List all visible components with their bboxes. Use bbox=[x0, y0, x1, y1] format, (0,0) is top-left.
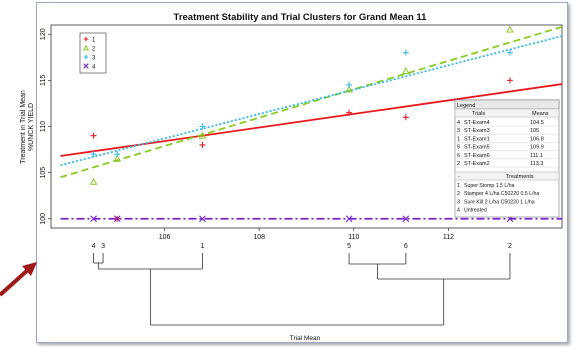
y-tick-label: 115 bbox=[40, 75, 47, 86]
trial-row-num: 4 bbox=[457, 120, 460, 126]
legend-label-4: 4 bbox=[92, 65, 96, 71]
trial-row-num: 5 bbox=[457, 145, 460, 151]
point-series-1 bbox=[402, 114, 409, 121]
trial-row-mean: 109.9 bbox=[530, 145, 544, 151]
legend-label-3: 3 bbox=[92, 56, 96, 62]
dendrogram-leaf-label: 6 bbox=[404, 243, 408, 250]
legend-table-title: Legend bbox=[457, 103, 475, 109]
x-tick-label: 108 bbox=[253, 234, 265, 241]
legend-label-2: 2 bbox=[92, 47, 96, 53]
dendrogram-xlabel: Trial Mean bbox=[290, 335, 321, 342]
x-tick-label: 110 bbox=[348, 234, 359, 241]
fit-line-1 bbox=[60, 83, 563, 157]
point-series-2 bbox=[402, 67, 410, 75]
point-series-1 bbox=[346, 109, 353, 116]
legend-header-trials: Trials bbox=[472, 111, 485, 117]
point-series-1 bbox=[90, 132, 97, 139]
x-tick-label: 106 bbox=[159, 234, 171, 241]
dendrogram-leaf-label: 1 bbox=[200, 243, 204, 250]
point-series-2 bbox=[345, 85, 353, 93]
legend-marker-3 bbox=[83, 54, 89, 60]
chart-title: Treatment Stability and Trial Clusters f… bbox=[174, 12, 428, 23]
treatment-row-name: Untreated bbox=[464, 208, 487, 214]
trial-row-mean: 105 bbox=[530, 128, 539, 134]
point-series-3 bbox=[90, 151, 97, 158]
y-tick-label: 100 bbox=[40, 213, 47, 225]
point-series-2 bbox=[506, 25, 514, 33]
treatment-row-num: 2 bbox=[457, 191, 460, 197]
point-series-4 bbox=[345, 215, 353, 223]
trial-row-name: ST-Exam3 bbox=[464, 128, 490, 134]
trial-row-num: 3 bbox=[457, 128, 460, 134]
trial-row-mean: 104.5 bbox=[530, 120, 544, 126]
point-series-4 bbox=[199, 215, 206, 223]
trial-row-mean: 113.3 bbox=[530, 161, 543, 167]
treatment-row-name: Stamper 4 L/ha C50220 0.5 L/ha bbox=[464, 191, 539, 197]
treatment-row-num: 1 bbox=[457, 183, 460, 189]
trial-row-mean: 106.8 bbox=[530, 136, 544, 142]
dendrogram-leaf-label: 2 bbox=[508, 243, 512, 250]
point-series-4 bbox=[113, 215, 121, 223]
legend-marker-1 bbox=[83, 36, 89, 42]
legend-label-1: 1 bbox=[92, 38, 96, 44]
point-series-2 bbox=[198, 131, 207, 139]
dendrogram-leaf-label: 5 bbox=[347, 243, 351, 250]
point-series-4 bbox=[402, 215, 410, 223]
trial-row-mean: 111.1 bbox=[530, 153, 543, 159]
legend-header-treatments: Treatments bbox=[506, 174, 534, 180]
point-series-1 bbox=[199, 141, 206, 148]
trial-row-num: 1 bbox=[457, 136, 460, 142]
y-axis-label-2: %UNCK YIELD bbox=[28, 103, 35, 151]
legend-marker-2 bbox=[82, 44, 90, 51]
point-series-2 bbox=[89, 177, 98, 185]
legend-table: Legend Trials Means 4 ST-Exam4 104.5 3 ST-Ex… bbox=[454, 99, 560, 218]
trial-row-num: 6 bbox=[457, 153, 460, 159]
legend-treat-dash: - bbox=[458, 174, 460, 180]
point-series-2 bbox=[113, 154, 122, 162]
trial-row-name: ST-Exam2 bbox=[464, 161, 490, 167]
point-series-3 bbox=[114, 151, 121, 158]
x-tick-label: 112 bbox=[443, 234, 454, 241]
legend-marker-4 bbox=[83, 63, 89, 69]
point-series-3 bbox=[346, 81, 353, 88]
treatment-row-name: Sure Kill 2 L/ha C50220 1 L/ha bbox=[464, 199, 535, 205]
point-series-3 bbox=[199, 123, 206, 130]
point-series-3 bbox=[506, 49, 513, 56]
treatment-row-num: 3 bbox=[457, 199, 460, 205]
trial-row-name: ST-Exam1 bbox=[464, 136, 490, 142]
y-tick-label: 120 bbox=[40, 28, 47, 40]
y-axis-label: Treatment in Trial Mean bbox=[20, 90, 27, 164]
y-tick-label: 110 bbox=[40, 121, 47, 132]
series-legend: 1 2 3 4 bbox=[79, 32, 107, 74]
trial-row-name: ST-Exam5 bbox=[464, 145, 490, 151]
trial-row-name: ST-Exam6 bbox=[464, 153, 490, 159]
legend-header-means: Means bbox=[532, 111, 549, 117]
dendrogram-leaf-label: 4 bbox=[92, 243, 96, 250]
point-series-1 bbox=[506, 77, 513, 84]
y-tick-label: 105 bbox=[40, 167, 47, 179]
pointer-arrow bbox=[0, 262, 37, 297]
dendrogram-leaf-label: 3 bbox=[101, 243, 105, 250]
point-series-3 bbox=[402, 49, 409, 56]
treatment-row-num: 4 bbox=[457, 208, 460, 214]
treatment-row-name: Super Stomp 1.5 L/ha bbox=[464, 183, 515, 189]
trial-row-name: ST-Exam4 bbox=[464, 120, 490, 126]
trial-row-num: 2 bbox=[457, 161, 460, 167]
point-series-4 bbox=[90, 215, 97, 223]
